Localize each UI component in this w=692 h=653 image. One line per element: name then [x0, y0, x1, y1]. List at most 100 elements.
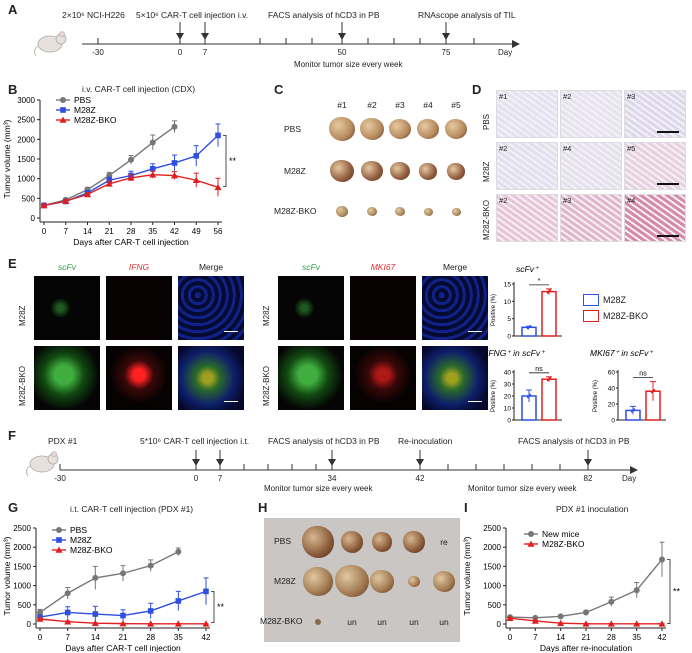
e-row-label: M28Z	[18, 305, 27, 326]
data-point	[202, 620, 210, 627]
data-point	[106, 177, 113, 184]
data-point	[171, 123, 178, 130]
y-tick-label: 3000	[17, 96, 35, 105]
h-tumor-specimen	[315, 619, 321, 625]
x-tick-label: 7	[64, 227, 69, 236]
c-tumor-specimen	[361, 161, 383, 182]
data-point	[37, 609, 43, 616]
x-axis-label: Days after CAR-T cell injection	[65, 643, 181, 652]
c-tumor-specimen	[336, 206, 348, 218]
data-point	[40, 201, 48, 209]
y-tick-label: 10	[504, 299, 512, 306]
y-tick-label: 1000	[17, 175, 35, 184]
panel-label-e: E	[8, 256, 17, 271]
d-row-label: PBS	[482, 113, 491, 130]
c-tumor-specimen	[330, 160, 354, 183]
x-tick-label: 21	[582, 633, 591, 642]
e-legend-bko-swatch	[583, 310, 599, 322]
e-legend-m28z-swatch	[583, 294, 599, 306]
e-microscopy-image	[106, 276, 172, 340]
e-row-label: M28Z-BKO	[262, 365, 271, 406]
f-facs1-text: FACS analysis of hCD3 in PB	[268, 436, 380, 446]
d-histology-tile: #4	[624, 194, 686, 242]
y-tick-label: 0	[611, 418, 615, 425]
h-tumor-specimen	[335, 565, 369, 598]
e-microscopy-image	[350, 346, 416, 410]
data-point	[147, 562, 154, 569]
h-row-label: M28Z-BKO	[260, 616, 303, 626]
e-microscopy-image	[178, 276, 244, 340]
f-injection-text: 5*10⁶ CAR-T cell injection i.t.	[140, 436, 250, 446]
legend-marker	[56, 527, 62, 533]
d-tile-label: #3	[627, 92, 636, 101]
data-point	[120, 612, 126, 619]
data-point	[630, 410, 634, 413]
significance-label: **	[673, 587, 681, 597]
data-point	[506, 614, 514, 622]
y-tick-label: 2000	[17, 135, 35, 144]
scale-bar	[657, 183, 679, 185]
y-tick-label: 2000	[483, 543, 501, 552]
h-tumor-specimen	[433, 571, 455, 592]
h-pbs-last-mark: re	[440, 537, 448, 547]
f-tick-m30: -30	[54, 474, 66, 483]
d-histology-grid: PBS #1 #2 #3 M28Z #2 #4 #5 M28Z-BKO #2 #3 #4	[482, 90, 688, 246]
h-row-label: PBS	[274, 536, 292, 546]
bar	[541, 290, 557, 337]
y-tick-label: 0	[507, 334, 511, 341]
d-tile-label: #5	[627, 144, 636, 153]
data-point	[64, 618, 72, 625]
data-point	[203, 588, 209, 595]
f-day-label: Day	[622, 474, 637, 483]
data-point	[215, 132, 221, 139]
scale-bar	[224, 330, 238, 332]
x-tick-label: 35	[174, 633, 183, 642]
x-tick-label: 35	[148, 227, 157, 236]
d-histology-tile: #1	[496, 90, 558, 138]
x-tick-label: 49	[192, 227, 201, 236]
c-tumor-specimen	[389, 119, 411, 140]
e-ifng-images: scFv IFNG Merge M28Z M28Z-BKO	[18, 262, 248, 422]
y-axis-label: Positive (%)	[491, 294, 497, 326]
x-tick-label: 0	[42, 227, 47, 236]
significance-bracket	[223, 135, 227, 187]
data-point	[149, 166, 156, 172]
legend-label: M28Z-BKO	[70, 545, 113, 555]
e-legend-bko: M28Z-BKO	[603, 311, 649, 321]
x-tick-label: 28	[127, 227, 136, 236]
data-point	[658, 620, 666, 627]
x-tick-label: 42	[170, 227, 179, 236]
significance-label: ns	[639, 371, 647, 378]
data-point	[84, 190, 91, 198]
mouse-icon	[32, 26, 72, 58]
c-col-label: #1	[337, 100, 347, 110]
i-title: PDX #1 inoculation	[556, 504, 629, 514]
x-tick-label: 7	[533, 633, 538, 642]
panel-label-c: C	[274, 82, 284, 97]
c-row-label: M28Z	[284, 166, 306, 176]
series-line	[43, 134, 219, 207]
data-point	[531, 617, 539, 624]
legend-marker	[60, 97, 66, 103]
legend-marker	[528, 531, 534, 537]
data-point	[582, 620, 590, 627]
data-point	[546, 291, 550, 294]
c-col-label: #3	[395, 100, 405, 110]
x-tick-label: 14	[91, 633, 100, 642]
y-tick-label: 500	[488, 601, 502, 610]
c-col-label: #2	[367, 100, 377, 110]
d-histology-tile: #5	[624, 142, 686, 190]
e-microscopy-image	[278, 346, 344, 410]
g-tumor-chart: 0 500 1000 1500 2000 2500 0 7 14 21 28 35 42 Days aft…	[2, 524, 225, 652]
y-tick-label: 30	[504, 382, 512, 389]
y-axis-label: Tumor volume (mm³)	[2, 536, 12, 615]
x-tick-label: 0	[38, 633, 43, 642]
panel-label-g: G	[8, 500, 19, 515]
data-point	[105, 180, 113, 187]
h-tumor-specimen	[408, 576, 420, 588]
x-tick-label: 42	[202, 633, 211, 642]
a-facs-text: FACS analysis of hCD3 in PB	[268, 10, 380, 20]
d-histology-tile: #3	[624, 90, 686, 138]
e-microscopy-image	[278, 276, 344, 340]
y-tick-label: 1500	[483, 562, 501, 571]
